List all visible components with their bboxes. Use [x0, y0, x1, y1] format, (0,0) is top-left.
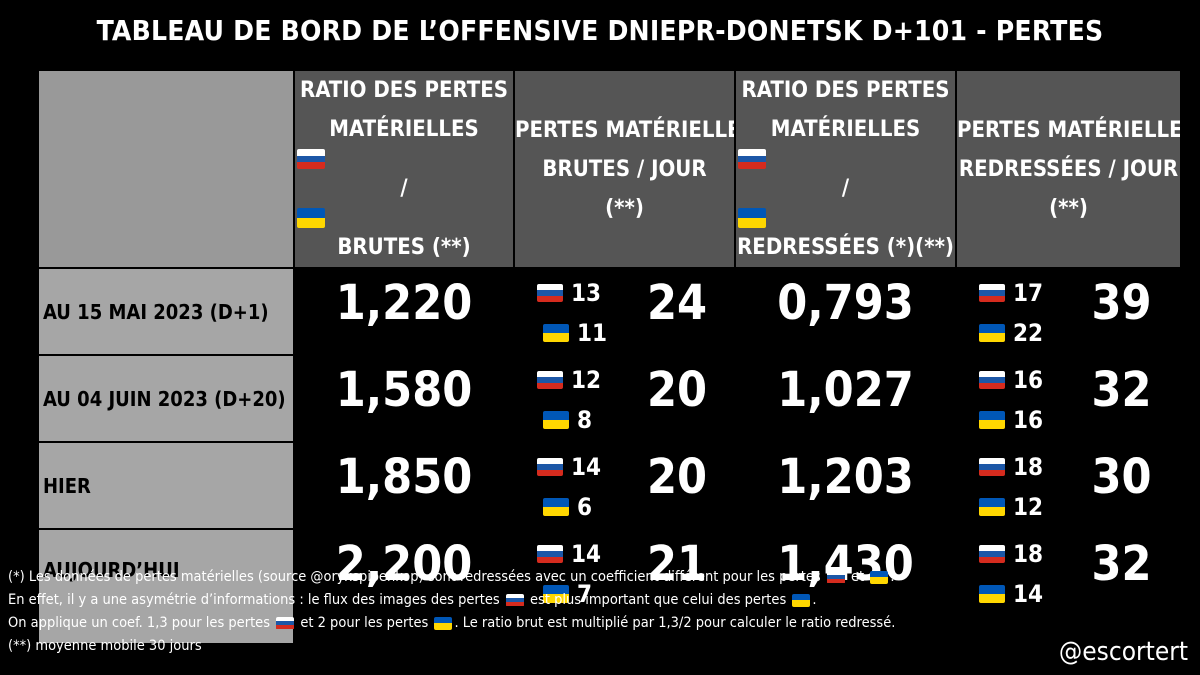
redresse-split-cell: 18 14: [955, 528, 1064, 645]
ukraine-flag-icon: [543, 324, 569, 342]
ratio-redresse-value: 1,430: [734, 528, 958, 645]
russia-flag-icon: [537, 545, 563, 563]
losses-table: RATIO DES PERTES MATÉRIELLES / BRUTES (*…: [37, 69, 1183, 645]
footnote-4: (**) moyenne mobile 30 jours: [8, 638, 202, 654]
russia-flag-icon: [276, 616, 295, 630]
ukraine-flag-icon: [979, 411, 1006, 429]
red-ua-value: 22: [1013, 319, 1044, 347]
ratio-brut-value: 1,850: [293, 441, 515, 530]
header-row: RATIO DES PERTES MATÉRIELLES / BRUTES (*…: [37, 69, 1183, 269]
row-label: AU 04 JUIN 2023 (D+20): [37, 354, 295, 443]
brut-split-cell: 13 11: [513, 267, 620, 356]
brut-ru-value: 13: [571, 279, 602, 307]
red-ru-value: 18: [1013, 540, 1044, 568]
table-row: AU 04 JUIN 2023 (D+20) 1,580 12 8 20 1,027 16 1…: [37, 354, 1183, 443]
ukraine-flag-icon: [979, 585, 1006, 603]
red-ua-value: 14: [1013, 580, 1044, 608]
red-ua-value: 16: [1013, 406, 1044, 434]
russia-flag-icon: [297, 149, 325, 169]
ukraine-flag-icon: [870, 570, 889, 584]
footnote-3: On applique un coef. 1,3 pour les pertes…: [8, 615, 896, 631]
ratio-brut-value: 1,580: [293, 354, 515, 443]
ukraine-flag-icon: [792, 593, 811, 607]
brut-split-cell: 14 7: [513, 528, 620, 645]
redresse-total-value: 39: [1061, 267, 1183, 356]
brut-total-value: 21: [617, 528, 737, 645]
row-label: AUJOURD’HUI: [37, 528, 295, 645]
page-title: TABLEAU DE BORD DE L’OFFENSIVE DNIEPR-DO…: [96, 14, 1104, 47]
redresse-total-value: 30: [1061, 441, 1183, 530]
ukraine-flag-icon: [543, 585, 569, 603]
ukraine-flag-icon: [738, 208, 767, 228]
russia-flag-icon: [979, 284, 1006, 302]
row-label: HIER: [37, 441, 295, 530]
redresse-split-cell: 18 12: [955, 441, 1064, 530]
header-pertes-redressees: PERTES MATÉRIELLES REDRESSÉES / JOUR (**…: [955, 69, 1183, 269]
ratio-redresse-value: 1,027: [734, 354, 958, 443]
russia-flag-icon: [537, 458, 563, 476]
russia-flag-icon: [979, 458, 1006, 476]
russia-flag-icon: [537, 284, 563, 302]
brut-ru-value: 14: [571, 453, 602, 481]
ratio-brut-value: 2,200: [293, 528, 515, 645]
ukraine-flag-icon: [979, 324, 1006, 342]
red-ru-value: 17: [1013, 279, 1044, 307]
header-ratio-redresse: RATIO DES PERTES MATÉRIELLES / REDRESSÉE…: [734, 69, 958, 269]
footnote-2: En effet, il y a une asymétrie d’informa…: [8, 592, 817, 608]
table-row: HIER 1,850 14 6 20 1,203 18 12 30: [37, 441, 1183, 530]
redresse-split-cell: 16 16: [955, 354, 1064, 443]
russia-flag-icon: [826, 570, 845, 584]
ukraine-flag-icon: [297, 208, 325, 228]
footnote-1: (*) Les données de pertes matérielles (s…: [8, 569, 895, 585]
brut-total-value: 24: [617, 267, 737, 356]
ukraine-flag-icon: [434, 616, 453, 630]
ratio-redresse-value: 0,793: [734, 267, 958, 356]
brut-ua-value: 6: [577, 493, 593, 521]
ratio-redresse-value: 1,203: [734, 441, 958, 530]
table-row: AU 15 MAI 2023 (D+1) 1,220 13 11 24 0,793 17 22…: [37, 267, 1183, 356]
table-row: AUJOURD’HUI 2,200 14 7 21 1,430 18 14 32: [37, 528, 1183, 645]
author-handle: @escortert: [1058, 637, 1188, 667]
brut-ua-value: 8: [577, 406, 593, 434]
brut-ru-value: 12: [571, 366, 602, 394]
brut-ua-value: 7: [577, 580, 593, 608]
russia-flag-icon: [979, 545, 1006, 563]
russia-flag-icon: [979, 371, 1006, 389]
brut-total-value: 20: [617, 441, 737, 530]
brut-ru-value: 14: [571, 540, 602, 568]
red-ru-value: 16: [1013, 366, 1044, 394]
redresse-split-cell: 17 22: [955, 267, 1064, 356]
redresse-total-value: 32: [1061, 528, 1183, 645]
footnotes: (*) Les données de pertes matérielles (s…: [8, 566, 895, 658]
ukraine-flag-icon: [543, 498, 569, 516]
brut-split-cell: 14 6: [513, 441, 620, 530]
row-label: AU 15 MAI 2023 (D+1): [37, 267, 295, 356]
ukraine-flag-icon: [979, 498, 1006, 516]
ukraine-flag-icon: [543, 411, 569, 429]
header-ratio-brut: RATIO DES PERTES MATÉRIELLES / BRUTES (*…: [293, 69, 515, 269]
red-ru-value: 18: [1013, 453, 1044, 481]
ratio-brut-value: 1,220: [293, 267, 515, 356]
russia-flag-icon: [738, 149, 767, 169]
brut-total-value: 20: [617, 354, 737, 443]
brut-ua-value: 11: [577, 319, 608, 347]
header-pertes-brutes: PERTES MATÉRIELLES BRUTES / JOUR (**): [512, 69, 737, 269]
header-corner: [37, 69, 295, 269]
russia-flag-icon: [537, 371, 563, 389]
redresse-total-value: 32: [1061, 354, 1183, 443]
brut-split-cell: 12 8: [513, 354, 620, 443]
red-ua-value: 12: [1013, 493, 1044, 521]
russia-flag-icon: [505, 593, 524, 607]
